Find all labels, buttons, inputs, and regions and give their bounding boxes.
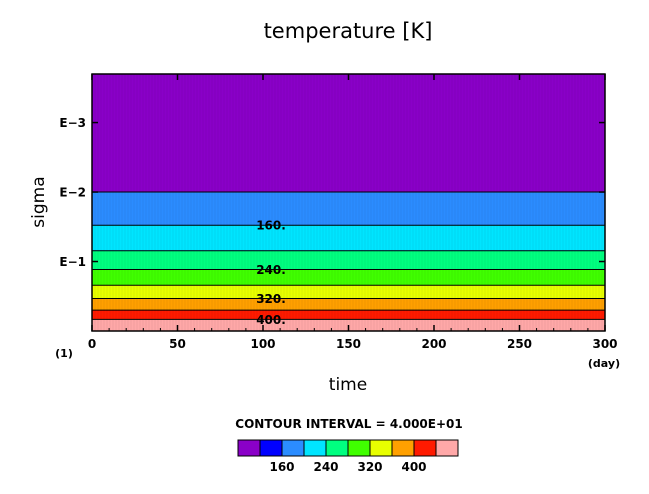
colorbar: 160 240 320 400 — [237, 439, 459, 474]
colorbar-segment — [259, 439, 283, 457]
temperature-band — [92, 269, 605, 286]
x-axis-ticks: 0 50 100 150 200 250 300 — [88, 74, 618, 351]
temperature-band — [92, 225, 605, 251]
colorbar-segment — [325, 439, 349, 457]
colorbar-segment — [369, 439, 393, 457]
x-tick-label: 150 — [336, 337, 361, 351]
colorbar-segment — [347, 439, 371, 457]
y-axis-ticks: E−3 E−2 E−1 — [59, 116, 605, 269]
colorbar-segment — [435, 439, 459, 457]
colorbar-segment — [413, 439, 437, 457]
x-tick-label: 0 — [88, 337, 96, 351]
colorbar-label: 240 — [313, 460, 338, 474]
temperature-band — [92, 250, 605, 270]
colorbar-segment — [281, 439, 305, 457]
y-unit-label: (1) — [55, 347, 73, 360]
y-tick-label: E−3 — [59, 116, 86, 130]
contour-label: 240. — [256, 263, 286, 277]
temperature-band — [92, 298, 605, 311]
y-axis-label: sigma — [29, 176, 49, 227]
contour-label: 400. — [256, 313, 286, 327]
colorbar-segment — [391, 439, 415, 457]
colorbar-segment — [237, 439, 261, 457]
x-axis-label: time — [329, 375, 367, 395]
colorbar-label: 400 — [401, 460, 426, 474]
x-tick-label: 100 — [250, 337, 275, 351]
contour-label: 160. — [256, 219, 286, 233]
temperature-band — [92, 74, 605, 193]
contour-labels: 160. 240. 320. 400. — [256, 219, 286, 327]
x-unit-label: (day) — [588, 357, 620, 370]
colorbar-label: 160 — [269, 460, 294, 474]
y-tick-label: E−1 — [59, 255, 86, 269]
x-tick-label: 200 — [421, 337, 446, 351]
x-tick-label: 50 — [169, 337, 186, 351]
plot-area — [92, 74, 605, 331]
colorbar-segment — [303, 439, 327, 457]
y-tick-label: E−2 — [59, 186, 86, 200]
x-tick-label: 250 — [507, 337, 532, 351]
chart-title: temperature [K] — [264, 19, 433, 43]
temperature-band — [92, 310, 605, 320]
contour-label: 320. — [256, 292, 286, 306]
temperature-band — [92, 285, 605, 299]
contour-interval-text: CONTOUR INTERVAL = 4.000E+01 — [235, 417, 462, 431]
x-tick-label: 300 — [592, 337, 617, 351]
temperature-band — [92, 192, 605, 226]
colorbar-label: 320 — [357, 460, 382, 474]
